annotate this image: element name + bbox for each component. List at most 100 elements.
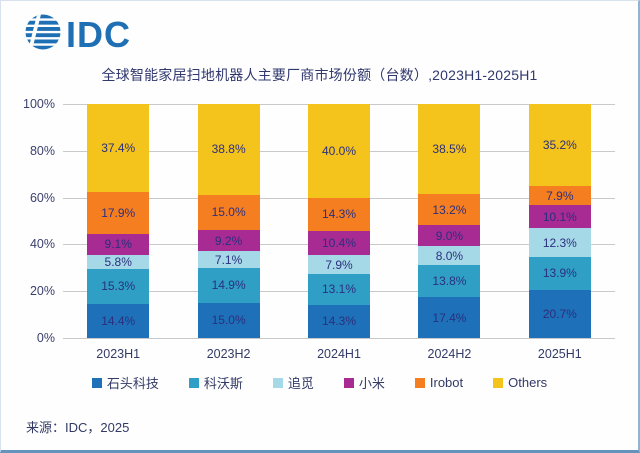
idc-logo: IDC [23,12,131,57]
bar-segment-series1: 15.3% [87,268,150,305]
segment-value-label: 12.3% [542,235,577,250]
segment-value-label: 17.9% [101,205,136,220]
segment-value-label: 35.2% [542,138,577,153]
legend-swatch [91,377,102,388]
bar-column-2024H1: 14.3% 13.1% 7.9% 10.4% 14.3% 40.0% [284,104,394,338]
segment-value-label: 7.9% [325,257,353,272]
segment-value-label: 17.4% [432,310,467,325]
bar-segment-series3: 9.1% [87,233,150,255]
y-axis: 0% 20% 40% 60% 80% 100% [15,97,63,345]
segment-value-label: 40.0% [322,143,357,158]
source-note: 来源：IDC，2025 [26,420,130,435]
legend-label: 石头科技 [106,376,159,391]
x-axis: 2023H1 2023H2 2024H1 2024H2 2025H1 [63,347,615,361]
legend-label: 追觅 [287,376,314,391]
bar-segment-series3: 9.0% [418,225,481,247]
logo-text: IDC [66,13,131,55]
x-axis-label: 2024H2 [427,347,472,361]
bar-segment-series2: 12.3% [528,228,591,258]
legend-label: Others [508,375,548,390]
bar-segment-series1: 13.8% [418,265,481,298]
bar-column-2024H2: 17.4% 13.8% 8.0% 9.0% 13.2% 38.5% [394,104,504,338]
x-axis-label: 2023H2 [206,347,251,361]
segment-value-label: 14.9% [211,278,246,293]
legend-swatch [414,377,425,388]
segment-value-label: 15.0% [211,205,246,220]
plot-area: 14.4% 15.3% 5.8% 9.1% 17.9% 37.4% 15.0% 14.9% 7.… [63,104,615,339]
segment-value-label: 38.8% [211,142,246,157]
segment-value-label: 9.2% [214,233,243,248]
legend-swatch [493,377,504,388]
bar-segment-series2: 8.0% [418,246,481,266]
bar-segment-series0: 17.4% [418,297,481,338]
bar-segment-series1: 13.9% [528,257,591,290]
segment-value-label: 14.4% [101,314,136,329]
x-axis-label: 2024H1 [317,347,361,361]
bar-segment-series4: 15.0% [197,194,260,230]
bar-column-2025H1: 20.7% 13.9% 12.3% 10.1% 7.9% 35.2% [505,104,615,338]
bar-segment-series2: 5.8% [87,254,150,269]
segment-value-label: 7.1% [214,252,243,267]
legend-item-series4: Irobot [414,375,464,390]
bar-column-2023H1: 14.4% 15.3% 5.8% 9.1% 17.9% 37.4% [63,104,173,338]
segment-value-label: 15.0% [211,313,246,328]
bar-segment-series0: 14.4% [87,304,150,338]
bar-segment-series5: 38.5% [418,104,481,195]
x-axis-label: 2023H1 [96,347,141,361]
legend-label: 小米 [358,376,385,391]
legend-label: 科沃斯 [203,376,243,391]
x-axis-label: 2025H1 [537,347,582,361]
segment-value-label: 9.1% [104,237,132,252]
bar-segment-series0: 20.7% [528,289,591,338]
segment-value-label: 10.1% [542,209,577,224]
segment-value-label: 20.7% [542,306,577,321]
y-axis-tick-label: 80% [29,143,55,158]
bar-segment-series4: 13.2% [418,194,481,226]
stacked-bar: 14.3% 13.1% 7.9% 10.4% 14.3% 40.0% [308,104,371,338]
segment-value-label: 5.8% [104,254,132,269]
bar-segment-series4: 14.3% [308,197,371,232]
legend-item-series0: 石头科技 [91,373,159,392]
chart-area: 0% 20% 40% 60% 80% 100% 14.4% 15.3% 5.8% 9.1% 17.… [15,97,615,361]
gridline [63,338,615,339]
globe-stripes-icon [23,12,63,57]
bar-segment-series2: 7.1% [197,251,260,269]
legend-item-series5: Others [493,375,547,390]
bar-segment-series0: 14.3% [308,304,371,338]
legend-item-series2: 追觅 [272,373,314,392]
legend-item-series1: 科沃斯 [188,373,243,392]
stacked-bar: 14.4% 15.3% 5.8% 9.1% 17.9% 37.4% [87,104,150,338]
y-axis-tick-label: 0% [36,331,55,345]
segment-value-label: 10.4% [322,236,357,251]
segment-value-label: 7.9% [546,188,574,203]
y-axis-tick-label: 40% [29,237,55,252]
bar-segment-series5: 37.4% [87,104,150,192]
bar-segment-series4: 17.9% [87,191,150,234]
stacked-bar: 20.7% 13.9% 12.3% 10.1% 7.9% 35.2% [528,104,591,338]
legend-swatch [272,377,283,388]
segment-value-label: 37.4% [101,141,136,156]
bar-segment-series1: 13.1% [308,273,371,305]
stacked-bar: 17.4% 13.8% 8.0% 9.0% 13.2% 38.5% [418,104,481,338]
legend-label: Irobot [429,375,464,390]
segment-value-label: 14.3% [322,314,357,329]
segment-value-label: 15.3% [101,279,136,294]
bar-segment-series5: 40.0% [308,104,371,198]
segment-value-label: 8.0% [435,248,464,263]
segment-value-label: 14.3% [322,207,357,222]
segment-value-label: 13.9% [542,266,577,281]
stacked-bar: 15.0% 14.9% 7.1% 9.2% 15.0% 38.8% [197,104,260,338]
segment-value-label: 13.2% [432,202,467,217]
y-axis-tick-label: 20% [29,284,55,299]
segment-value-label: 38.5% [432,142,467,157]
bar-segment-series2: 7.9% [308,255,371,274]
bar-segment-series3: 9.2% [197,229,260,252]
chart-title: 全球智能家居扫地机器人主要厂商市场份额（台数）,2023H1-2025H1 [101,67,538,83]
bar-segment-series0: 15.0% [197,302,260,338]
segment-value-label: 9.0% [435,228,464,243]
segment-value-label: 13.1% [322,282,357,297]
bar-segment-series5: 35.2% [528,104,591,187]
bar-column-2023H2: 15.0% 14.9% 7.1% 9.2% 15.0% 38.8% [173,104,283,338]
bar-segment-series3: 10.1% [528,204,591,229]
